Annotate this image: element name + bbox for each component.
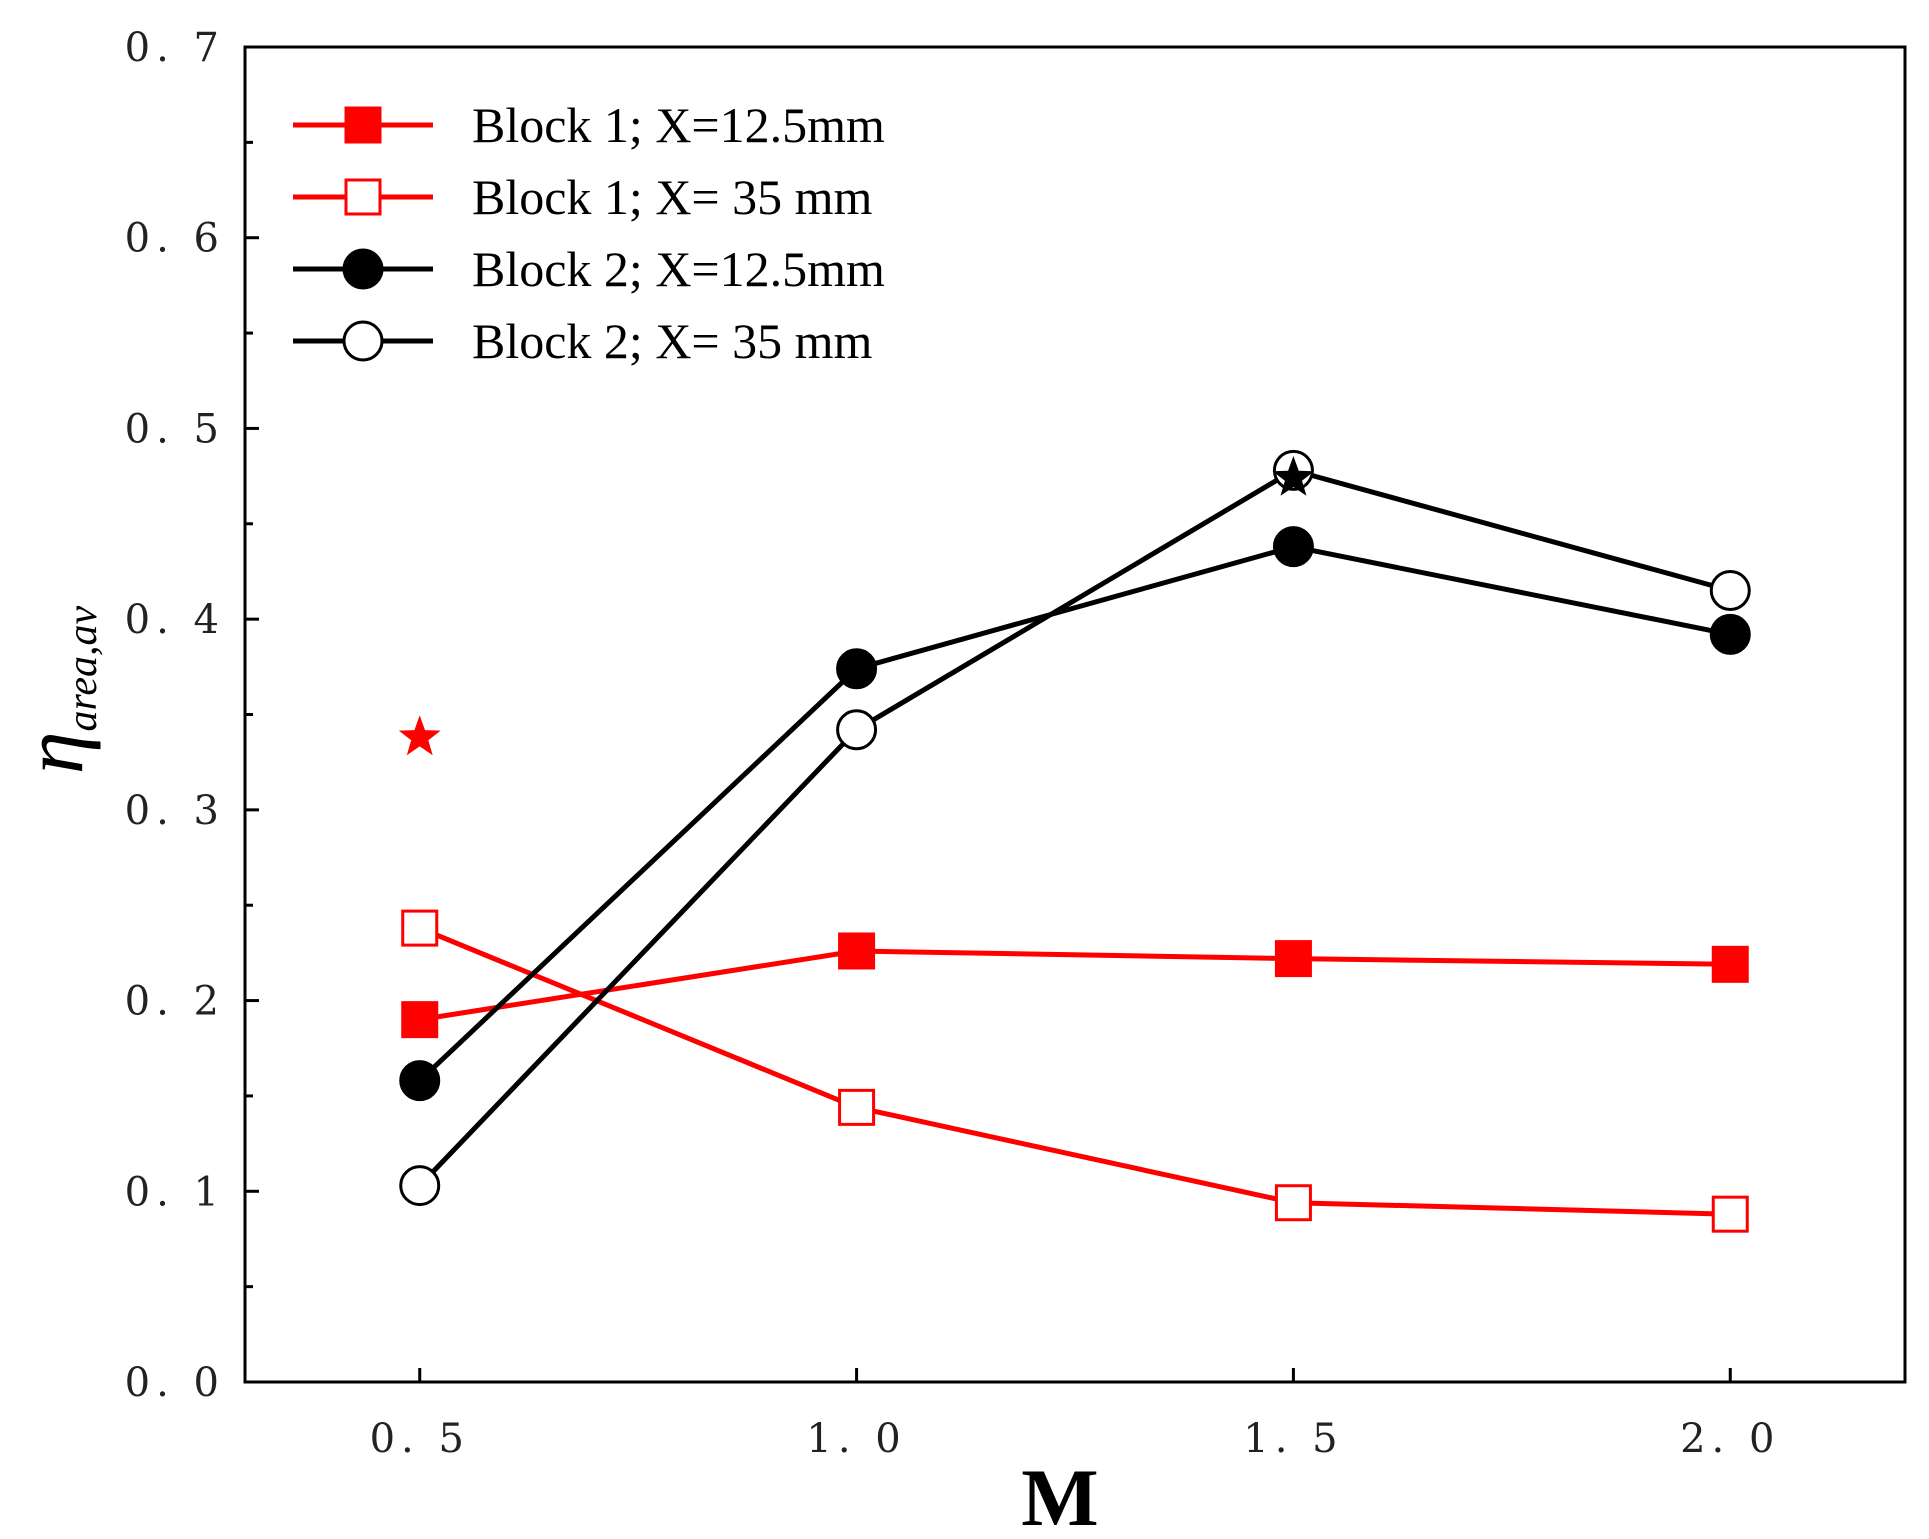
series-line <box>418 925 1731 1217</box>
legend-item: Block 1; X= 35 mm <box>293 169 873 225</box>
data-point <box>1709 613 1751 655</box>
y-axis-label: ηarea,av <box>5 606 106 775</box>
data-point <box>399 1165 441 1207</box>
data-point <box>401 909 439 947</box>
data-point <box>838 1088 876 1126</box>
annotation-layer <box>398 456 1315 756</box>
legend-label: Block 2; X=12.5mm <box>472 241 885 297</box>
x-axis-label: M <box>1021 1452 1098 1539</box>
y-tick-label: 0. 0 <box>125 1360 225 1406</box>
legend-item: Block 2; X=12.5mm <box>293 241 885 297</box>
legend-label: Block 1; X= 35 mm <box>472 169 873 225</box>
legend-marker <box>342 320 384 362</box>
series-line <box>417 544 1731 1083</box>
data-point <box>1709 570 1751 612</box>
y-axis-label-subscript: area,av <box>60 606 106 732</box>
y-axis-ticks: 0. 0 0. 1 0. 2 0. 3 0. 4 0. 5 0. 6 0. 7 <box>125 25 259 1406</box>
y-tick-label: 0. 5 <box>125 406 225 452</box>
series-3 <box>399 526 1751 1102</box>
y-tick-label: 0. 4 <box>125 597 225 643</box>
data-point <box>1272 526 1314 568</box>
x-tick-label: 1. 5 <box>1243 1416 1343 1462</box>
data-point <box>1274 1184 1312 1222</box>
series-line <box>419 948 1731 1023</box>
series-4 <box>399 449 1751 1207</box>
series-line <box>417 467 1731 1188</box>
data-point <box>401 1001 439 1039</box>
x-tick-label: 0. 5 <box>370 1416 470 1462</box>
legend-label: Block 2; X= 35 mm <box>472 313 873 369</box>
legend-marker <box>344 178 382 216</box>
data-point <box>838 932 876 970</box>
y-tick-label: 0. 2 <box>125 979 225 1025</box>
data-point <box>836 648 878 690</box>
x-axis-ticks: 0. 5 1. 0 1. 5 2. 0 <box>370 1368 1780 1462</box>
data-point <box>1711 945 1749 983</box>
y-tick-label: 0. 6 <box>125 216 225 262</box>
data-point <box>399 1060 441 1102</box>
legend: Block 1; X=12.5mm Block 1; X= 35 mm Block … <box>293 97 885 369</box>
legend-marker <box>342 248 384 290</box>
data-point <box>1711 1195 1749 1233</box>
x-tick-label: 2. 0 <box>1680 1416 1780 1462</box>
y-tick-label: 0. 1 <box>125 1169 225 1215</box>
legend-marker <box>344 106 382 144</box>
legend-item: Block 2; X= 35 mm <box>293 313 873 369</box>
y-tick-label: 0. 3 <box>125 788 225 834</box>
star-annotation-marker <box>1272 456 1315 496</box>
y-tick-label: 0. 7 <box>125 25 225 71</box>
legend-label: Block 1; X=12.5mm <box>472 97 885 153</box>
star-annotation-marker <box>398 715 441 756</box>
series-2 <box>401 909 1749 1233</box>
data-point <box>1274 940 1312 978</box>
series-1 <box>401 932 1749 1039</box>
y-axis-label-main: η <box>5 731 101 774</box>
data-point <box>836 709 878 751</box>
legend-item: Block 1; X=12.5mm <box>293 97 885 153</box>
series-layer <box>399 449 1751 1233</box>
x-tick-label: 1. 0 <box>806 1416 906 1462</box>
